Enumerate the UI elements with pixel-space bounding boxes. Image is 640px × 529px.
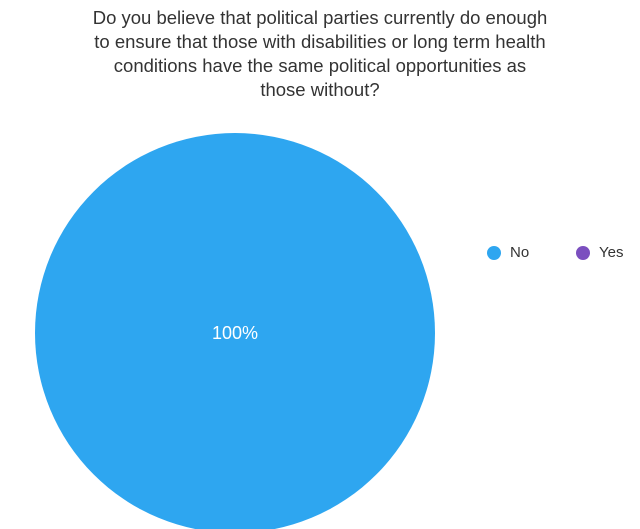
chart-title-line: conditions have the same political oppor… [113, 55, 527, 76]
chart-title-line: Do you believe that political parties cu… [92, 7, 548, 28]
chart-title-line: those without? [260, 79, 380, 100]
legend-item-yes[interactable]: Yes [576, 244, 623, 261]
pie-slice-no[interactable] [35, 133, 435, 529]
chart-title: Do you believe that political parties cu… [0, 6, 640, 102]
legend-swatch-no [487, 245, 501, 260]
legend-label-yes: Yes [599, 244, 624, 261]
legend-item-no[interactable]: No [487, 244, 529, 261]
chart-title-line: to ensure that those with disabilities o… [94, 31, 546, 52]
legend-label-no: No [510, 244, 530, 261]
legend-swatch-yes [576, 245, 590, 260]
pie-slice-label-no: 100% [212, 323, 258, 343]
